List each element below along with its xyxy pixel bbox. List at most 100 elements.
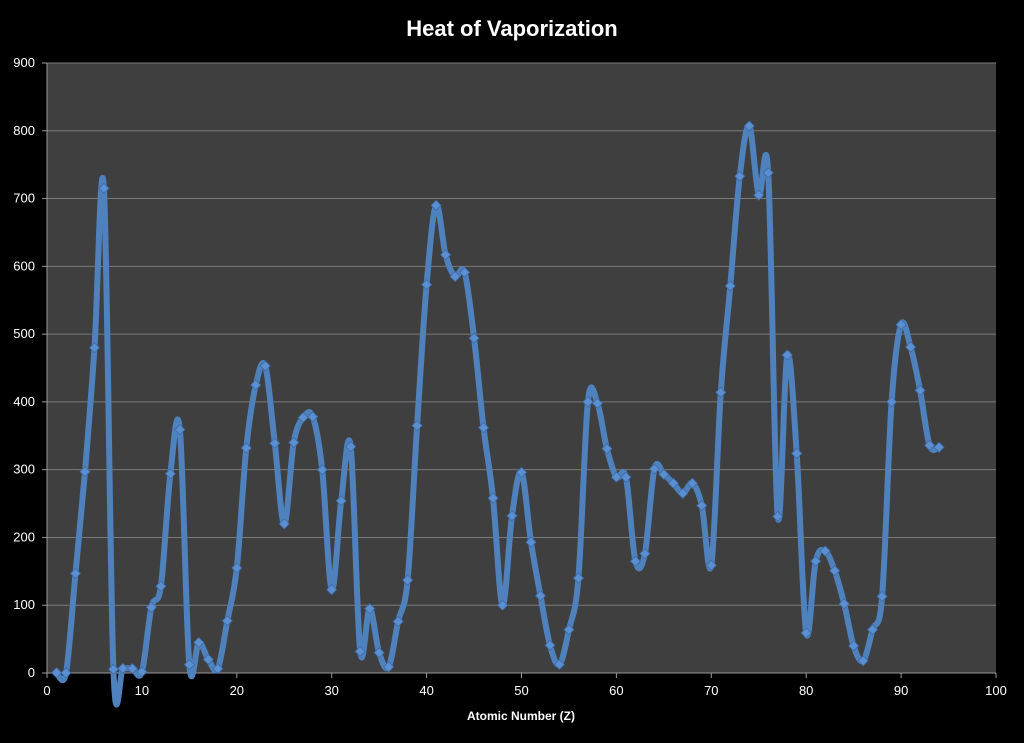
data-point — [278, 518, 290, 530]
data-point — [762, 167, 774, 179]
data-point — [629, 555, 641, 567]
data-point — [781, 349, 793, 361]
x-tick-label: 10 — [135, 683, 149, 698]
data-point — [886, 396, 898, 408]
data-point — [895, 319, 907, 331]
data-point — [212, 663, 224, 675]
data-point — [563, 624, 575, 636]
y-tick-label: 600 — [13, 258, 35, 273]
data-point — [829, 565, 841, 577]
data-point — [269, 437, 281, 449]
x-tick-label: 100 — [985, 683, 1007, 698]
x-axis-label: Atomic Number (Z) — [467, 709, 575, 723]
data-point — [914, 384, 926, 396]
data-point — [345, 441, 357, 453]
data-point — [136, 666, 148, 678]
y-tick-label: 500 — [13, 326, 35, 341]
x-tick-label: 60 — [609, 683, 623, 698]
data-point — [458, 266, 471, 278]
data-point — [487, 492, 499, 504]
data-point — [468, 332, 480, 344]
x-tick-label: 0 — [43, 683, 50, 698]
series-line — [53, 122, 943, 708]
data-point — [544, 639, 556, 651]
data-point — [288, 436, 300, 449]
x-tick-label: 50 — [514, 683, 528, 698]
data-point — [724, 280, 736, 292]
data-point — [411, 420, 423, 432]
data-point — [155, 580, 167, 592]
data-point — [221, 615, 233, 627]
data-point — [326, 584, 338, 596]
data-point — [848, 640, 860, 652]
data-point — [591, 397, 603, 409]
data-point — [639, 548, 651, 560]
axes — [46, 63, 997, 678]
data-point — [753, 189, 765, 201]
data-point — [107, 663, 119, 675]
data-point — [601, 443, 613, 455]
data-point — [819, 545, 831, 557]
y-tick-label: 200 — [13, 529, 35, 544]
data-point — [430, 199, 442, 211]
data-point — [316, 464, 328, 476]
data-point — [402, 574, 414, 586]
data-point — [193, 636, 205, 649]
x-tick-labels: 0 10 20 30 40 50 60 70 80 90 100 — [43, 683, 1006, 698]
chart-title: Heat of Vaporization — [406, 16, 617, 41]
data-point — [449, 270, 461, 283]
data-series — [53, 122, 943, 708]
x-tick-label: 40 — [419, 683, 433, 698]
data-point — [620, 471, 632, 483]
data-point — [648, 463, 660, 475]
data-markers — [50, 120, 945, 679]
data-point — [477, 422, 490, 434]
data-point — [364, 603, 376, 615]
data-point — [50, 667, 63, 679]
data-point — [440, 249, 452, 261]
data-point — [98, 182, 110, 194]
data-point — [126, 663, 138, 675]
data-point — [79, 466, 91, 478]
data-point — [307, 411, 319, 423]
data-point — [791, 447, 803, 459]
x-tick-label: 30 — [324, 683, 338, 698]
data-point — [183, 659, 195, 671]
data-point — [667, 477, 679, 489]
y-tick-label: 700 — [13, 191, 35, 206]
data-point — [392, 615, 404, 628]
data-point — [335, 495, 347, 507]
data-point — [658, 468, 670, 480]
data-point — [800, 627, 812, 639]
plot-area — [47, 63, 996, 673]
data-point — [572, 572, 585, 584]
data-point — [582, 396, 594, 408]
x-tick-label: 80 — [799, 683, 813, 698]
data-point — [145, 601, 157, 613]
data-point — [743, 120, 755, 132]
data-point — [857, 655, 869, 667]
data-point — [250, 379, 262, 391]
data-point — [515, 466, 528, 478]
data-point — [259, 360, 271, 372]
data-point — [534, 590, 547, 602]
y-tick-label: 100 — [13, 597, 35, 612]
data-point — [924, 439, 936, 451]
data-point — [553, 658, 566, 671]
data-point — [905, 341, 917, 353]
data-point — [88, 342, 101, 354]
data-point — [838, 598, 850, 610]
data-point — [677, 487, 689, 499]
data-point — [867, 624, 879, 636]
data-point — [810, 555, 822, 567]
data-point — [373, 647, 385, 659]
data-point — [117, 662, 129, 674]
data-point — [240, 442, 252, 454]
data-point — [506, 510, 518, 522]
y-tick-label: 0 — [28, 665, 35, 680]
data-point — [174, 424, 186, 436]
data-point — [705, 559, 717, 571]
x-tick-label: 90 — [894, 683, 908, 698]
y-tick-label: 400 — [13, 394, 35, 409]
